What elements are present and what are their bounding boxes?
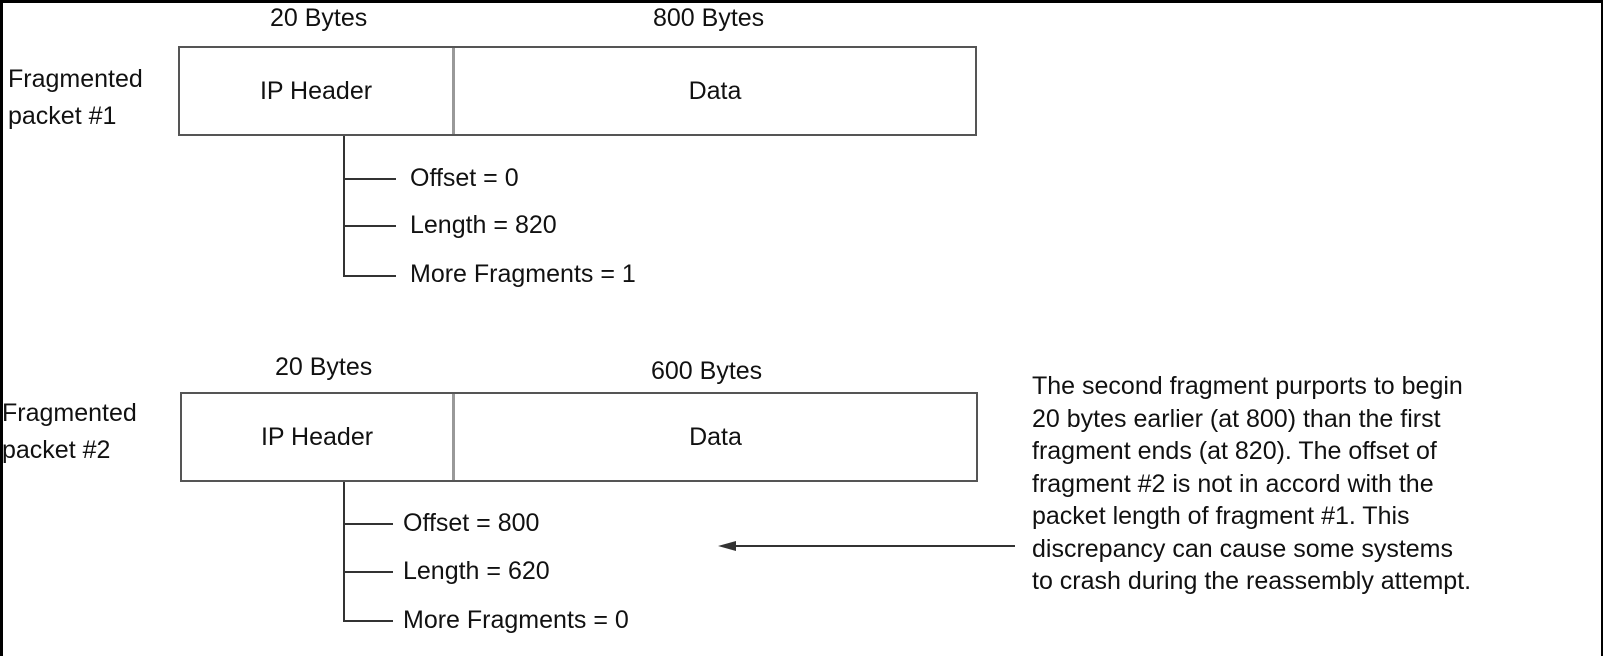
packet1-field-offset: Offset = 0 (410, 164, 519, 192)
packet2-label-line1: Fragmented (2, 399, 137, 427)
annotation-line: to crash during the reassembly attempt. (1032, 567, 1472, 595)
packet2-branch-offset (343, 523, 393, 525)
packet1-branch-offset (343, 178, 396, 180)
packet1-branch-length (343, 225, 396, 227)
packet1-data-size: 800 Bytes (653, 4, 765, 32)
packet2-tree-line (343, 482, 345, 622)
packet2-field-length: Length = 620 (403, 557, 550, 585)
annotation-line: discrepancy can cause some systems (1032, 534, 1454, 563)
annotation-arrow (718, 541, 1015, 551)
packet2-header-size: 20 Bytes (275, 353, 373, 381)
packet1-label-line1: Fragmented (8, 65, 143, 93)
packet1-header-size: 20 Bytes (270, 4, 368, 32)
packet1-field-length: Length = 820 (410, 211, 557, 239)
packet2-label-line2: packet #2 (2, 436, 111, 464)
packet1-box: IP Header Data (178, 46, 977, 136)
packet1-label-line2: packet #1 (8, 102, 117, 130)
packet2-box: IP Header Data (180, 392, 978, 482)
packet2-branch-more (343, 620, 393, 622)
packet2-field-offset: Offset = 800 (403, 509, 540, 537)
packet1-branch-more (343, 275, 396, 277)
packet2-data: Data (689, 422, 742, 451)
packet1-data: Data (688, 76, 742, 105)
annotation-text: The second fragment purports to begin 20… (1032, 370, 1471, 598)
packet2-data-size: 600 Bytes (651, 357, 763, 385)
packet2-field-more-fragments: More Fragments = 0 (403, 606, 629, 634)
packet2-branch-length (343, 571, 393, 573)
annotation-line: The second fragment purports to begin (1032, 372, 1463, 400)
packet1-tree-line (343, 136, 345, 277)
packet1-ip-header: IP Header (180, 48, 455, 134)
annotation-line: packet length of fragment #1. This (1032, 502, 1410, 530)
annotation-line: fragment ends (at 820). The offset of (1032, 437, 1437, 465)
annotation-line: 20 bytes earlier (at 800) than the first (1032, 404, 1441, 433)
packet2-ip-header: IP Header (182, 394, 455, 480)
annotation-line: fragment #2 is not in accord with the (1032, 469, 1434, 498)
packet1-field-more-fragments: More Fragments = 1 (410, 260, 636, 288)
